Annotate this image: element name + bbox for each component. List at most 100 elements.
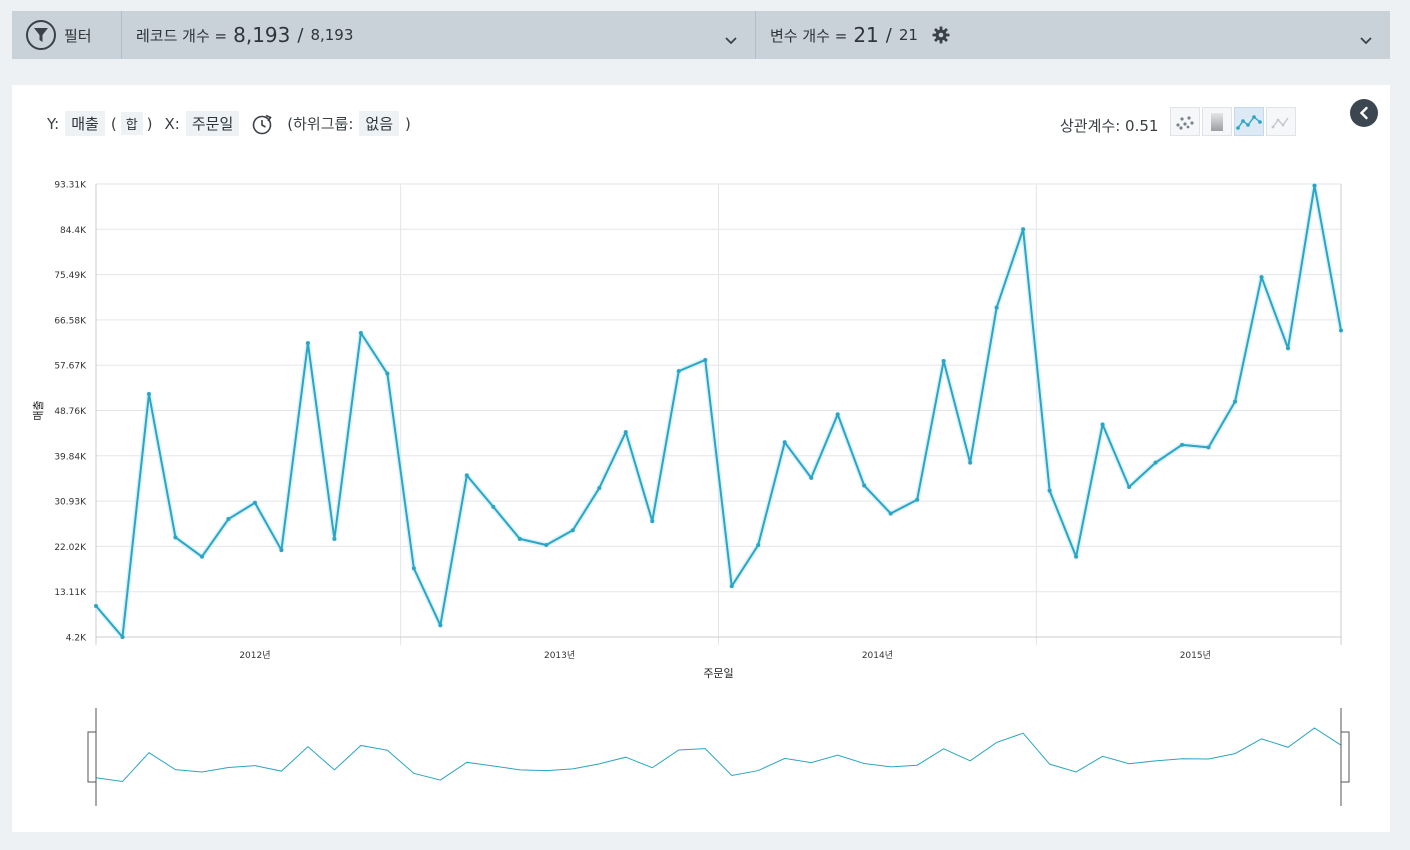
y-tick-label: 4.2K	[66, 634, 87, 644]
y-tick-label: 13.11K	[54, 588, 87, 598]
data-point[interactable]	[358, 331, 363, 336]
data-point[interactable]	[1233, 399, 1238, 404]
collapse-panel-button[interactable]	[1350, 99, 1378, 127]
data-point[interactable]	[1339, 328, 1343, 333]
data-point[interactable]	[597, 486, 602, 491]
data-point[interactable]	[94, 603, 98, 608]
data-point[interactable]	[570, 528, 575, 533]
filter-bar: 필터 레코드 개수 = 8,193 / 8,193 변수 개수 = 21 / 2…	[12, 11, 1390, 59]
data-point[interactable]	[1047, 488, 1052, 493]
data-point[interactable]	[332, 536, 337, 541]
data-point[interactable]	[411, 566, 416, 571]
vars-shown: 21	[853, 23, 879, 47]
data-point[interactable]	[491, 504, 496, 509]
chevron-left-icon	[1359, 106, 1368, 120]
data-point[interactable]	[703, 357, 708, 362]
y-tick-label: 48.76K	[54, 407, 87, 417]
data-point[interactable]	[1259, 275, 1264, 280]
data-point[interactable]	[650, 519, 655, 524]
data-point[interactable]	[729, 584, 734, 589]
data-point[interactable]	[438, 623, 443, 628]
line-icon	[1236, 114, 1262, 130]
data-point[interactable]	[199, 554, 204, 559]
x-tick-label: 2013년	[544, 650, 575, 661]
open-paren: (	[110, 114, 117, 133]
records-count-dropdown[interactable]: 레코드 개수 = 8,193 / 8,193	[122, 11, 756, 59]
records-separator: /	[297, 24, 304, 46]
gear-icon[interactable]	[932, 26, 950, 44]
data-point[interactable]	[915, 497, 920, 502]
data-point[interactable]	[464, 473, 469, 478]
data-point[interactable]	[676, 369, 681, 374]
data-point[interactable]	[782, 440, 787, 445]
data-point[interactable]	[385, 371, 390, 376]
close-paren: )	[146, 114, 153, 133]
x-tick-label: 2015년	[1180, 650, 1211, 661]
time-unit-icon[interactable]	[251, 113, 273, 135]
y-tick-label: 22.02K	[54, 543, 87, 553]
data-point[interactable]	[756, 542, 761, 547]
data-point[interactable]	[1153, 460, 1158, 465]
y-tick-label: 93.31K	[54, 181, 87, 191]
x-variable-selector[interactable]: 주문일	[185, 111, 240, 136]
data-point[interactable]	[1127, 485, 1132, 490]
area-view-button[interactable]	[1266, 107, 1296, 136]
data-point[interactable]	[623, 430, 628, 435]
data-point[interactable]	[1100, 422, 1105, 427]
vars-label: 변수 개수 =	[770, 26, 848, 45]
data-point[interactable]	[305, 341, 310, 346]
data-point[interactable]	[941, 358, 946, 363]
data-point[interactable]	[1312, 183, 1317, 188]
subgroup-close: )	[405, 114, 411, 133]
records-shown: 8,193	[233, 23, 291, 47]
aggregation-selector[interactable]: 합	[120, 112, 143, 135]
data-point[interactable]	[252, 500, 257, 505]
data-point[interactable]	[146, 392, 151, 397]
scatter-view-button[interactable]	[1170, 107, 1200, 136]
y-axis-label: Y:	[47, 114, 60, 133]
correlation-label: 상관계수: 0.51	[1060, 117, 1159, 135]
y-variable-selector[interactable]: 매출	[65, 111, 105, 136]
data-point[interactable]	[1286, 346, 1291, 351]
filter-label: 필터	[64, 26, 92, 45]
data-point[interactable]	[279, 548, 284, 553]
scatter-icon	[1176, 115, 1194, 130]
x-axis-title: 주문일	[703, 666, 733, 680]
subgroup-label: (하위그룹:	[287, 115, 354, 133]
data-point[interactable]	[544, 542, 549, 547]
data-point[interactable]	[862, 483, 867, 488]
data-point[interactable]	[517, 536, 522, 541]
data-point[interactable]	[173, 535, 178, 540]
data-point[interactable]	[888, 511, 893, 516]
x-tick-label: 2012년	[239, 650, 270, 661]
chevron-down-icon[interactable]	[1360, 30, 1372, 49]
variables-count-dropdown[interactable]: 변수 개수 = 21 / 21	[756, 11, 1390, 59]
chart-controls: Y: 매출 ( 합 ) X: 주문일 (하위그룹: 없음 )	[47, 111, 411, 136]
chevron-down-icon[interactable]	[725, 30, 737, 49]
filter-button[interactable]: 필터	[12, 11, 122, 59]
bar-icon	[1211, 112, 1223, 131]
records-total: 8,193	[310, 26, 354, 44]
data-point[interactable]	[809, 475, 814, 480]
funnel-icon	[26, 20, 56, 50]
area-icon	[1271, 117, 1289, 128]
vars-total: 21	[898, 26, 918, 44]
data-point[interactable]	[968, 460, 973, 465]
data-point[interactable]	[226, 517, 231, 522]
y-tick-label: 39.84K	[54, 452, 87, 462]
subgroup-selector[interactable]: 없음	[359, 111, 399, 136]
data-point[interactable]	[120, 635, 125, 639]
data-point[interactable]	[835, 412, 840, 417]
data-point[interactable]	[1180, 442, 1185, 447]
data-point[interactable]	[1021, 227, 1026, 232]
line-view-button[interactable]	[1234, 107, 1264, 136]
y-axis-title: 매출	[32, 400, 45, 420]
data-point[interactable]	[1206, 445, 1211, 450]
data-point[interactable]	[994, 305, 999, 310]
x-axis-label: X:	[164, 114, 180, 133]
y-tick-label: 84.4K	[60, 226, 87, 236]
bar-view-button[interactable]	[1202, 107, 1232, 136]
data-point[interactable]	[1074, 554, 1079, 559]
view-mode-toggle	[1170, 107, 1298, 136]
series-line[interactable]	[95, 184, 1342, 638]
